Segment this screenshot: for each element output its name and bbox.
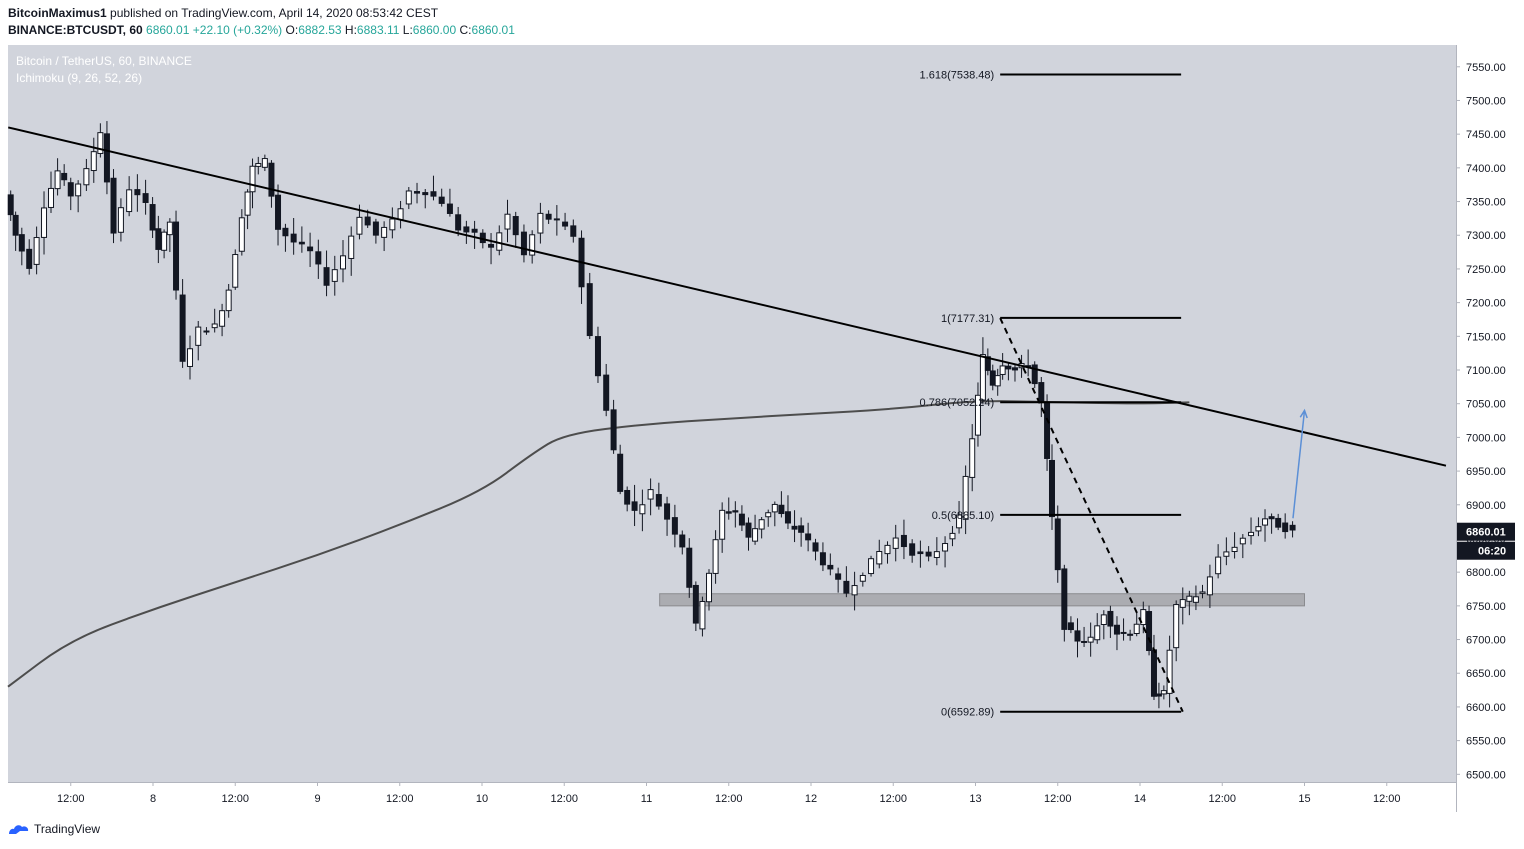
price-change: +22.10 (+0.32%) xyxy=(192,23,283,37)
high-label: H: xyxy=(344,23,357,37)
author-name[interactable]: BitcoinMaximus1 xyxy=(8,6,107,20)
close-value: 6860.01 xyxy=(471,23,515,37)
low-label: L: xyxy=(402,23,413,37)
chart-pane[interactable] xyxy=(8,45,1456,782)
chart-legend: Bitcoin / TetherUS, 60, BINANCE Ichimoku… xyxy=(16,53,192,87)
open-value: 6882.53 xyxy=(298,23,342,37)
chart-header: BitcoinMaximus1 published on TradingView… xyxy=(8,5,515,39)
tradingview-brand: TradingView xyxy=(34,822,101,836)
indicator-label[interactable]: Ichimoku (9, 26, 52, 26) xyxy=(16,71,143,85)
open-label: O: xyxy=(285,23,299,37)
pair-title[interactable]: Bitcoin / TetherUS, 60, BINANCE xyxy=(16,54,192,68)
published-text: published on TradingView.com, April 14, … xyxy=(110,6,439,20)
tradingview-cloud-icon xyxy=(9,825,29,834)
high-value: 6883.11 xyxy=(356,23,400,37)
symbol-label[interactable]: BINANCE:BTCUSDT, 60 xyxy=(8,23,143,37)
last-price: 6860.01 xyxy=(146,23,190,37)
price-axis[interactable] xyxy=(1456,45,1517,812)
time-axis[interactable] xyxy=(8,782,1456,813)
close-label: C: xyxy=(459,23,472,37)
tradingview-logo[interactable]: TradingView xyxy=(8,822,100,836)
low-value: 6860.00 xyxy=(412,23,457,37)
